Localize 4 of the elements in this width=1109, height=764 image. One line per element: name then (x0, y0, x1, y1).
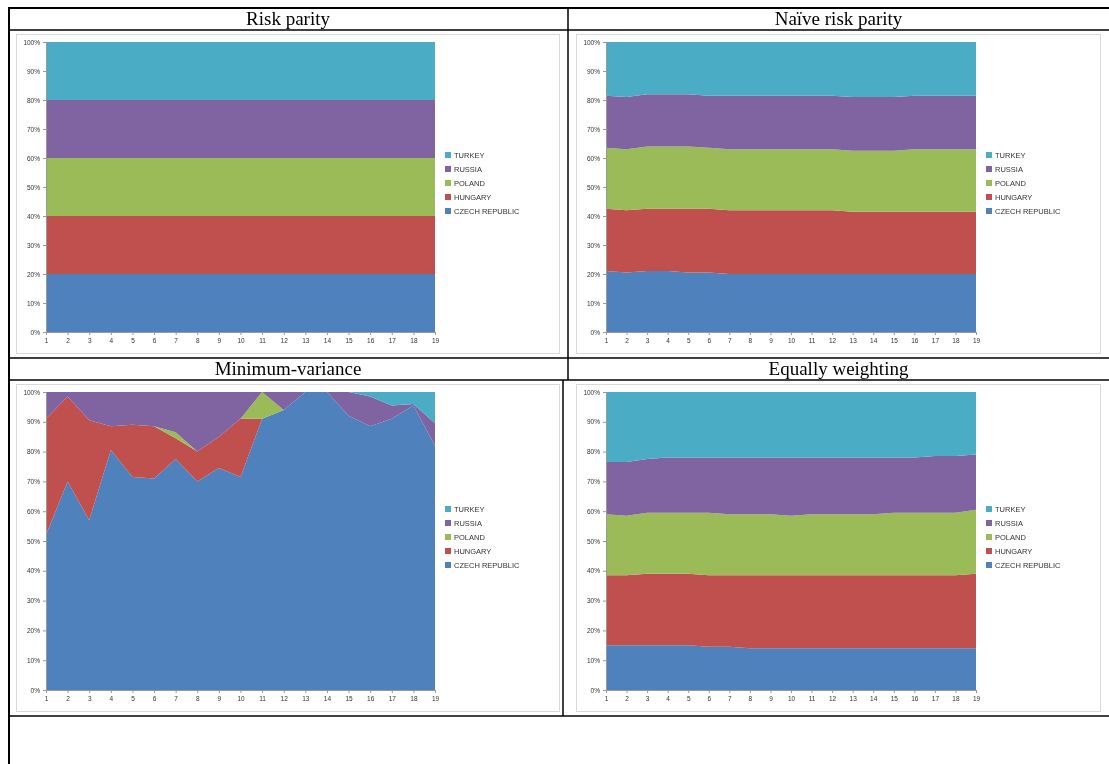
chart-title: Risk parity (245, 8, 331, 30)
chart-title: Equally weighting (767, 358, 910, 380)
chart-title: Minimum-variance (213, 358, 363, 380)
chart-title: Naïve risk parity (773, 8, 904, 30)
